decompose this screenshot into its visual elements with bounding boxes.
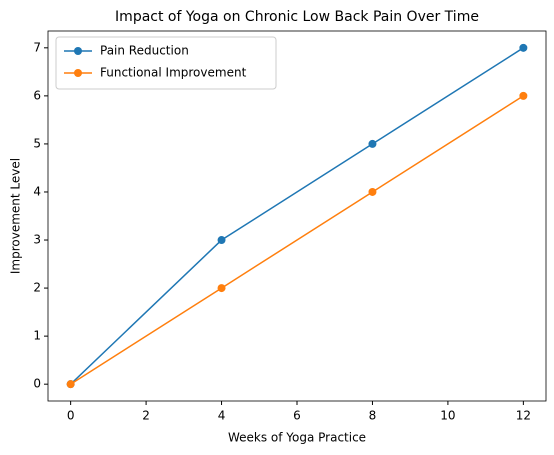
y-axis-label: Improvement Level [9,158,23,274]
data-point [66,380,75,389]
data-point [519,91,528,100]
y-tick-label: 7 [33,40,41,54]
data-point [217,284,226,293]
data-point [217,236,226,245]
data-point [368,139,377,148]
legend-marker [74,47,82,55]
legend-label: Pain Reduction [100,44,189,58]
y-tick-label: 6 [33,88,41,102]
y-tick-label: 1 [33,329,41,343]
x-tick-label: 0 [67,409,75,423]
x-tick-label: 2 [142,409,150,423]
legend-marker [74,69,82,77]
x-tick-label: 4 [218,409,226,423]
x-axis-label: Weeks of Yoga Practice [228,431,366,445]
x-tick-label: 8 [369,409,377,423]
y-tick-label: 2 [33,281,41,295]
series-line [70,95,524,385]
y-tick-label: 0 [33,377,41,391]
axes-frame [47,30,547,402]
data-point [519,43,528,52]
y-tick-label: 4 [33,184,41,198]
legend-label: Functional Improvement [100,66,247,80]
x-tick-label: 12 [516,409,531,423]
x-tick-label: 10 [440,409,455,423]
y-tick-label: 5 [33,136,41,150]
y-tick-label: 3 [33,233,41,247]
legend-box [55,36,277,90]
series-line [70,47,524,385]
data-point [368,187,377,196]
chart-title: Impact of Yoga on Chronic Low Back Pain … [115,9,479,25]
x-tick-label: 6 [293,409,301,423]
